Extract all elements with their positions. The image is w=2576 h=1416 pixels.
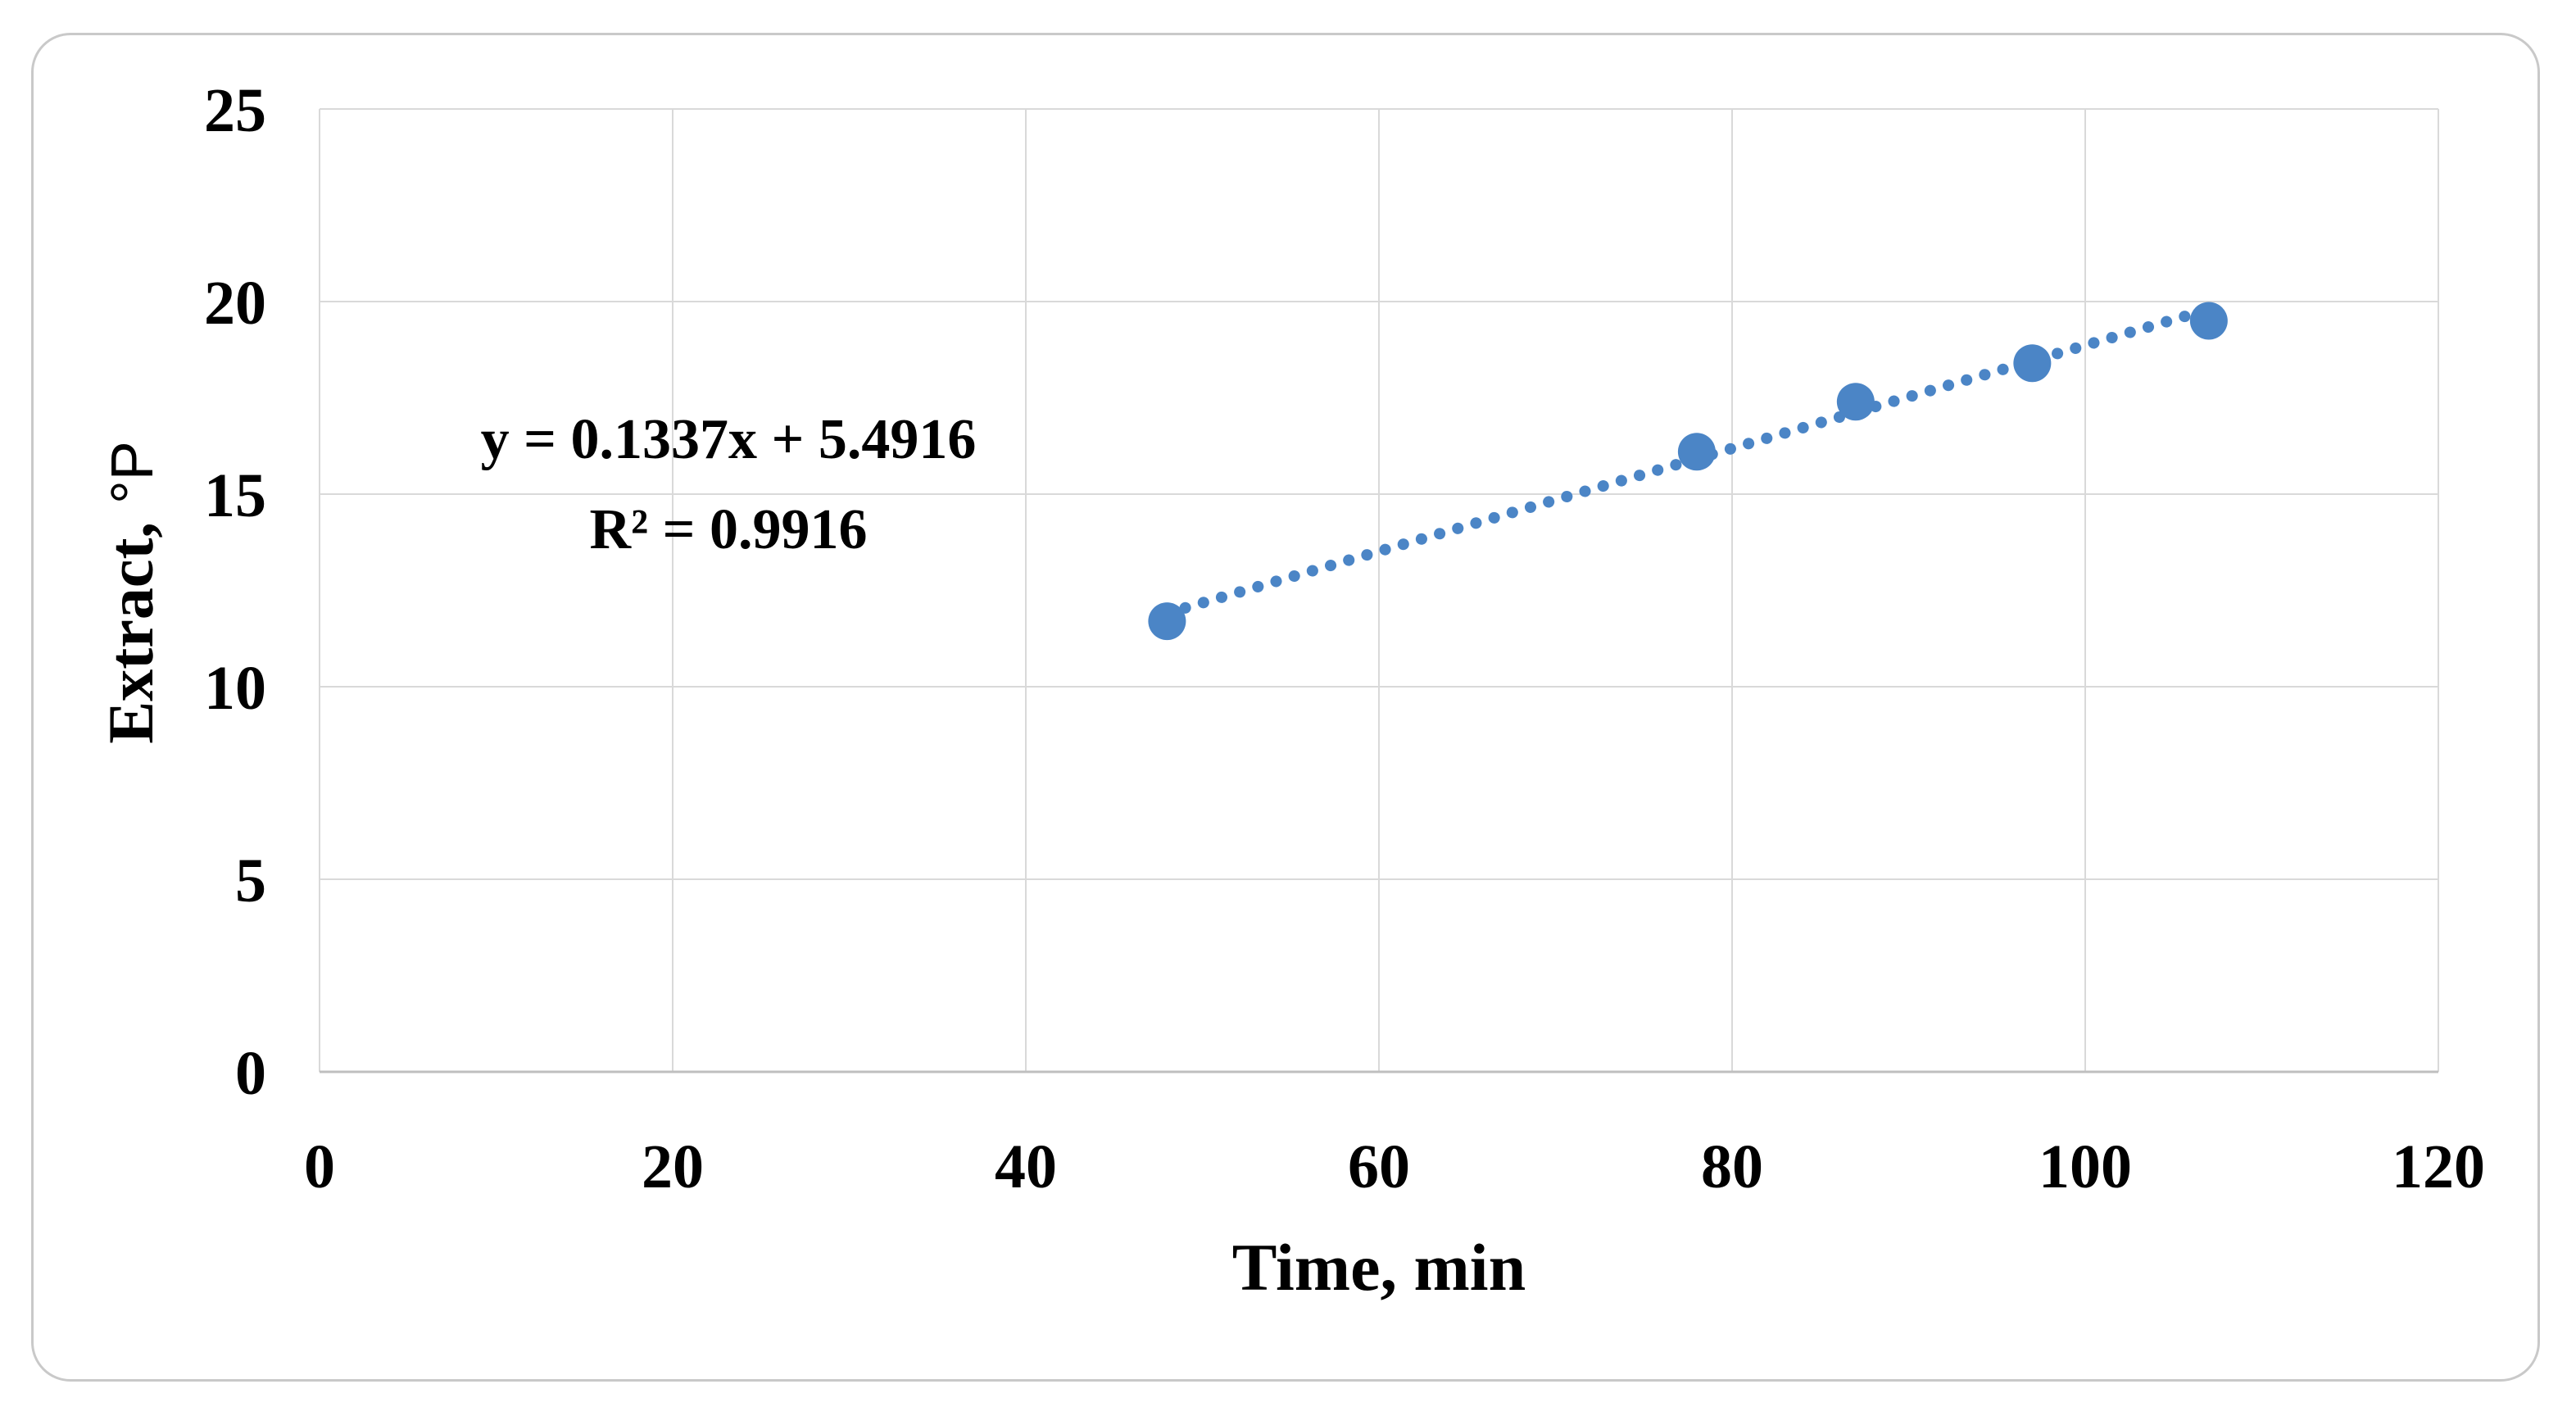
y-axis-title-main: Extract,	[95, 522, 166, 744]
x-tick-label: 80	[1701, 1132, 1763, 1201]
x-tick-label: 100	[2039, 1132, 2132, 1201]
data-point-marker	[1677, 433, 1716, 471]
y-tick-label: 10	[204, 654, 266, 723]
x-axis-title: Time, min	[1231, 1230, 1526, 1305]
x-tick-label: 20	[642, 1132, 704, 1201]
y-axis-title: Extract, °P	[94, 441, 168, 744]
data-point-marker	[1836, 383, 1875, 421]
y-tick-label: 20	[204, 269, 266, 338]
data-point-marker	[2189, 302, 2228, 340]
y-tick-label: 5	[235, 846, 266, 915]
data-point-marker	[1148, 602, 1186, 641]
r-squared-label: R² = 0.9916	[589, 498, 868, 561]
x-tick-label: 60	[1348, 1132, 1410, 1201]
x-tick-label: 0	[304, 1132, 335, 1201]
y-tick-label: 15	[204, 461, 266, 530]
y-tick-label: 25	[204, 76, 266, 145]
chart-border	[31, 33, 2540, 1382]
x-tick-label: 40	[995, 1132, 1057, 1201]
y-axis-title-unit: °P	[100, 441, 166, 505]
x-tick-label: 120	[2392, 1132, 2485, 1201]
trendline-equation-block: y = 0.1337x + 5.4916 R² = 0.9916	[481, 395, 977, 575]
trendline-equation-label: y = 0.1337x + 5.4916	[480, 408, 977, 471]
data-point-marker	[2013, 344, 2052, 383]
y-tick-label: 0	[235, 1039, 266, 1108]
